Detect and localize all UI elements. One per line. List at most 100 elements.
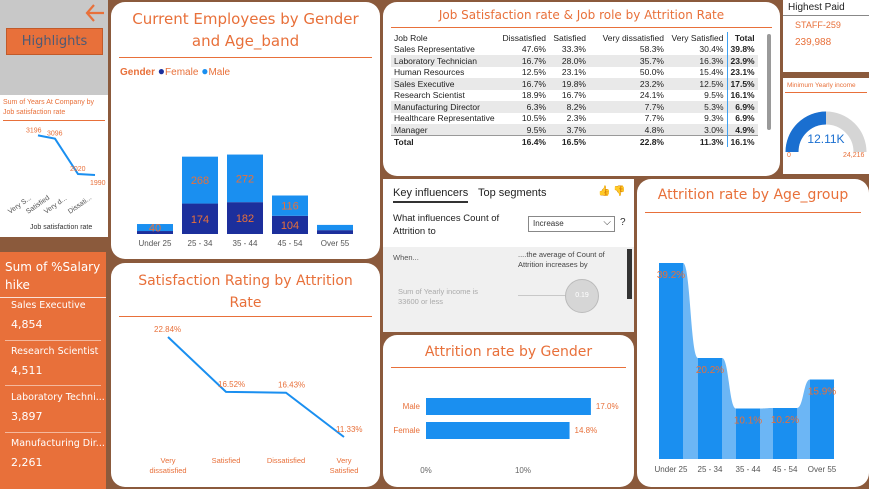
table-header[interactable]: Very Satisfied [667,32,728,44]
table-cell: 47.6% [521,44,546,55]
male-bar[interactable] [182,156,218,204]
table-cell: 9.5% [667,89,728,101]
age-ribbon [760,408,773,459]
highest-paid-amount: 239,988 [795,37,832,48]
age-bar-label: 20.2% [696,365,724,376]
age-bar[interactable] [773,408,797,459]
salary-item-value: 4,511 [11,364,43,377]
salary-hike-panel: Sum of %Salary hike Sales Executive 4,85… [0,252,106,489]
table-cell: 4.9% [727,124,758,136]
influencer-bubble[interactable]: 0.19 [565,279,599,313]
satisfaction-point-label: 22.84% [154,325,181,334]
table-row: Manager 9.5% 3.7% 4.8% 3.0% 4.9% [391,124,758,136]
when-label: When... [393,253,419,262]
thumbs-up-icon[interactable]: 👍 [598,186,611,197]
table-cell: 9.3% [667,112,728,124]
gender-bar-label: 17.0% [596,402,619,411]
highlights-button[interactable]: Highlights [6,28,103,55]
table-header[interactable]: Total [734,32,755,43]
satisfaction-line-chart: 22.84% 16.52% 16.43% 11.33% Very dissatisfied… [149,325,362,475]
table-cell: Manufacturing Director [391,101,499,113]
table-header[interactable]: Satisfied [553,32,586,43]
table-cell: 6.3% [499,101,549,113]
thumbs-down-icon[interactable]: 👎 [613,186,626,197]
salary-hike-title: Sum of %Salary hike [5,260,101,292]
table-total-cell: 16.5% [549,135,589,147]
table-header[interactable]: Job Role [394,32,428,43]
influencer-factor[interactable]: Sum of Yearly income is 33600 or less [398,287,479,306]
years-point-label: 2020 [70,166,86,173]
chevron-down-icon: ⌵ [603,217,611,228]
male-bar-label: 268 [191,175,209,187]
table-total-row: Total 16.4% 16.5% 22.8% 11.3% 16.1% [391,135,758,147]
gender-x-tick: 0% [420,466,432,475]
salary-item-value: 2,261 [11,456,43,469]
table-cell: 35.7% [589,55,667,67]
key-influencers-card: Key influencers Top segments 👍 👎 What in… [383,179,634,332]
min-income-title: Minimum Yearly income [787,82,856,89]
table-cell: 3.0% [667,124,728,136]
table-cell: Healthcare Representative [394,113,495,124]
age-ribbon [722,358,736,459]
table-cell: 24.1% [639,90,664,101]
salary-item: Manufacturing Dir... 2,261 [11,438,105,469]
employees-x-tick: Under 25 [139,239,172,248]
male-bar[interactable] [137,224,173,232]
table-cell: 7.7% [644,113,664,124]
table-header[interactable]: Very dissatisfied [602,32,664,43]
female-bar[interactable] [182,203,218,234]
table-scrollbar[interactable] [767,34,771,130]
table-cell: 8.2% [549,101,589,113]
tab-top-segments[interactable]: Top segments [478,187,546,199]
age-bar[interactable] [736,408,760,460]
job-table: Job Role Dissatisfied Satisfied Very dissat… [391,32,758,147]
highest-paid-staff: STAFF-259 [795,20,841,30]
table-header-row: Job Role Dissatisfied Satisfied Very dissat… [391,32,758,44]
highlights-panel: Highlights [0,0,108,95]
table-total-cell: 11.3% [667,135,728,147]
years-point-label: 3096 [47,131,63,138]
highest-paid-title: Highest Paid [788,2,845,13]
table-row: Sales Representative 47.6% 33.3% 58.3% 30.4%… [391,43,758,55]
female-bar[interactable] [317,230,353,234]
male-bar[interactable] [317,224,353,231]
table-total-cell: 16.1% [727,135,758,147]
years-chart-xlabel: Job satisfaction rate [30,224,93,231]
male-bar[interactable] [227,154,263,203]
gender-bar[interactable] [426,422,570,439]
employees-chart-title: Current Employees by Gender and Age_band [132,10,359,50]
female-bar[interactable] [272,215,308,234]
influencer-dropdown-value: Increase [533,219,564,228]
influencer-dropdown[interactable]: Increase ⌵ [528,216,615,232]
salary-item-value: 4,854 [11,318,43,331]
female-bar[interactable] [137,231,173,234]
legend-male: Male [208,67,231,78]
table-cell: 5.3% [667,101,728,113]
female-bar[interactable] [227,202,263,234]
tab-key-influencers[interactable]: Key influencers [393,187,469,203]
gender-chart-title: Attrition rate by Gender [424,344,593,360]
age-bar[interactable] [698,358,722,459]
age-x-tick: 45 - 54 [773,465,798,474]
age-x-tick: 35 - 44 [736,465,761,474]
gender-bar[interactable] [426,398,591,415]
age-bar[interactable] [810,379,834,460]
table-cell: Sales Executive [391,78,499,90]
table-cell: 39.8% [730,44,755,55]
female-bar-label: 174 [191,214,209,226]
table-cell: 19.8% [549,78,589,90]
bubble-value: 0.19 [575,292,589,299]
help-icon[interactable]: ? [620,217,626,228]
satisfaction-point-label: 16.52% [218,380,245,389]
table-header[interactable]: Dissatisfied [502,32,546,43]
salary-item-label: Sales Executive [11,300,86,311]
male-bar[interactable] [272,195,308,216]
table-row: Sales Executive 16.7% 19.8% 23.2% 12.5% 17.5% [391,78,758,90]
age-bar[interactable] [659,263,683,459]
age-bar-label: 15.9% [808,387,836,398]
table-cell: 33.3% [561,44,586,55]
table-cell: 6.9% [735,113,755,124]
arrow-left-icon[interactable] [84,2,106,24]
age-bar-label: 39.2% [657,270,685,281]
age-bar-label: 10.1% [734,416,762,427]
